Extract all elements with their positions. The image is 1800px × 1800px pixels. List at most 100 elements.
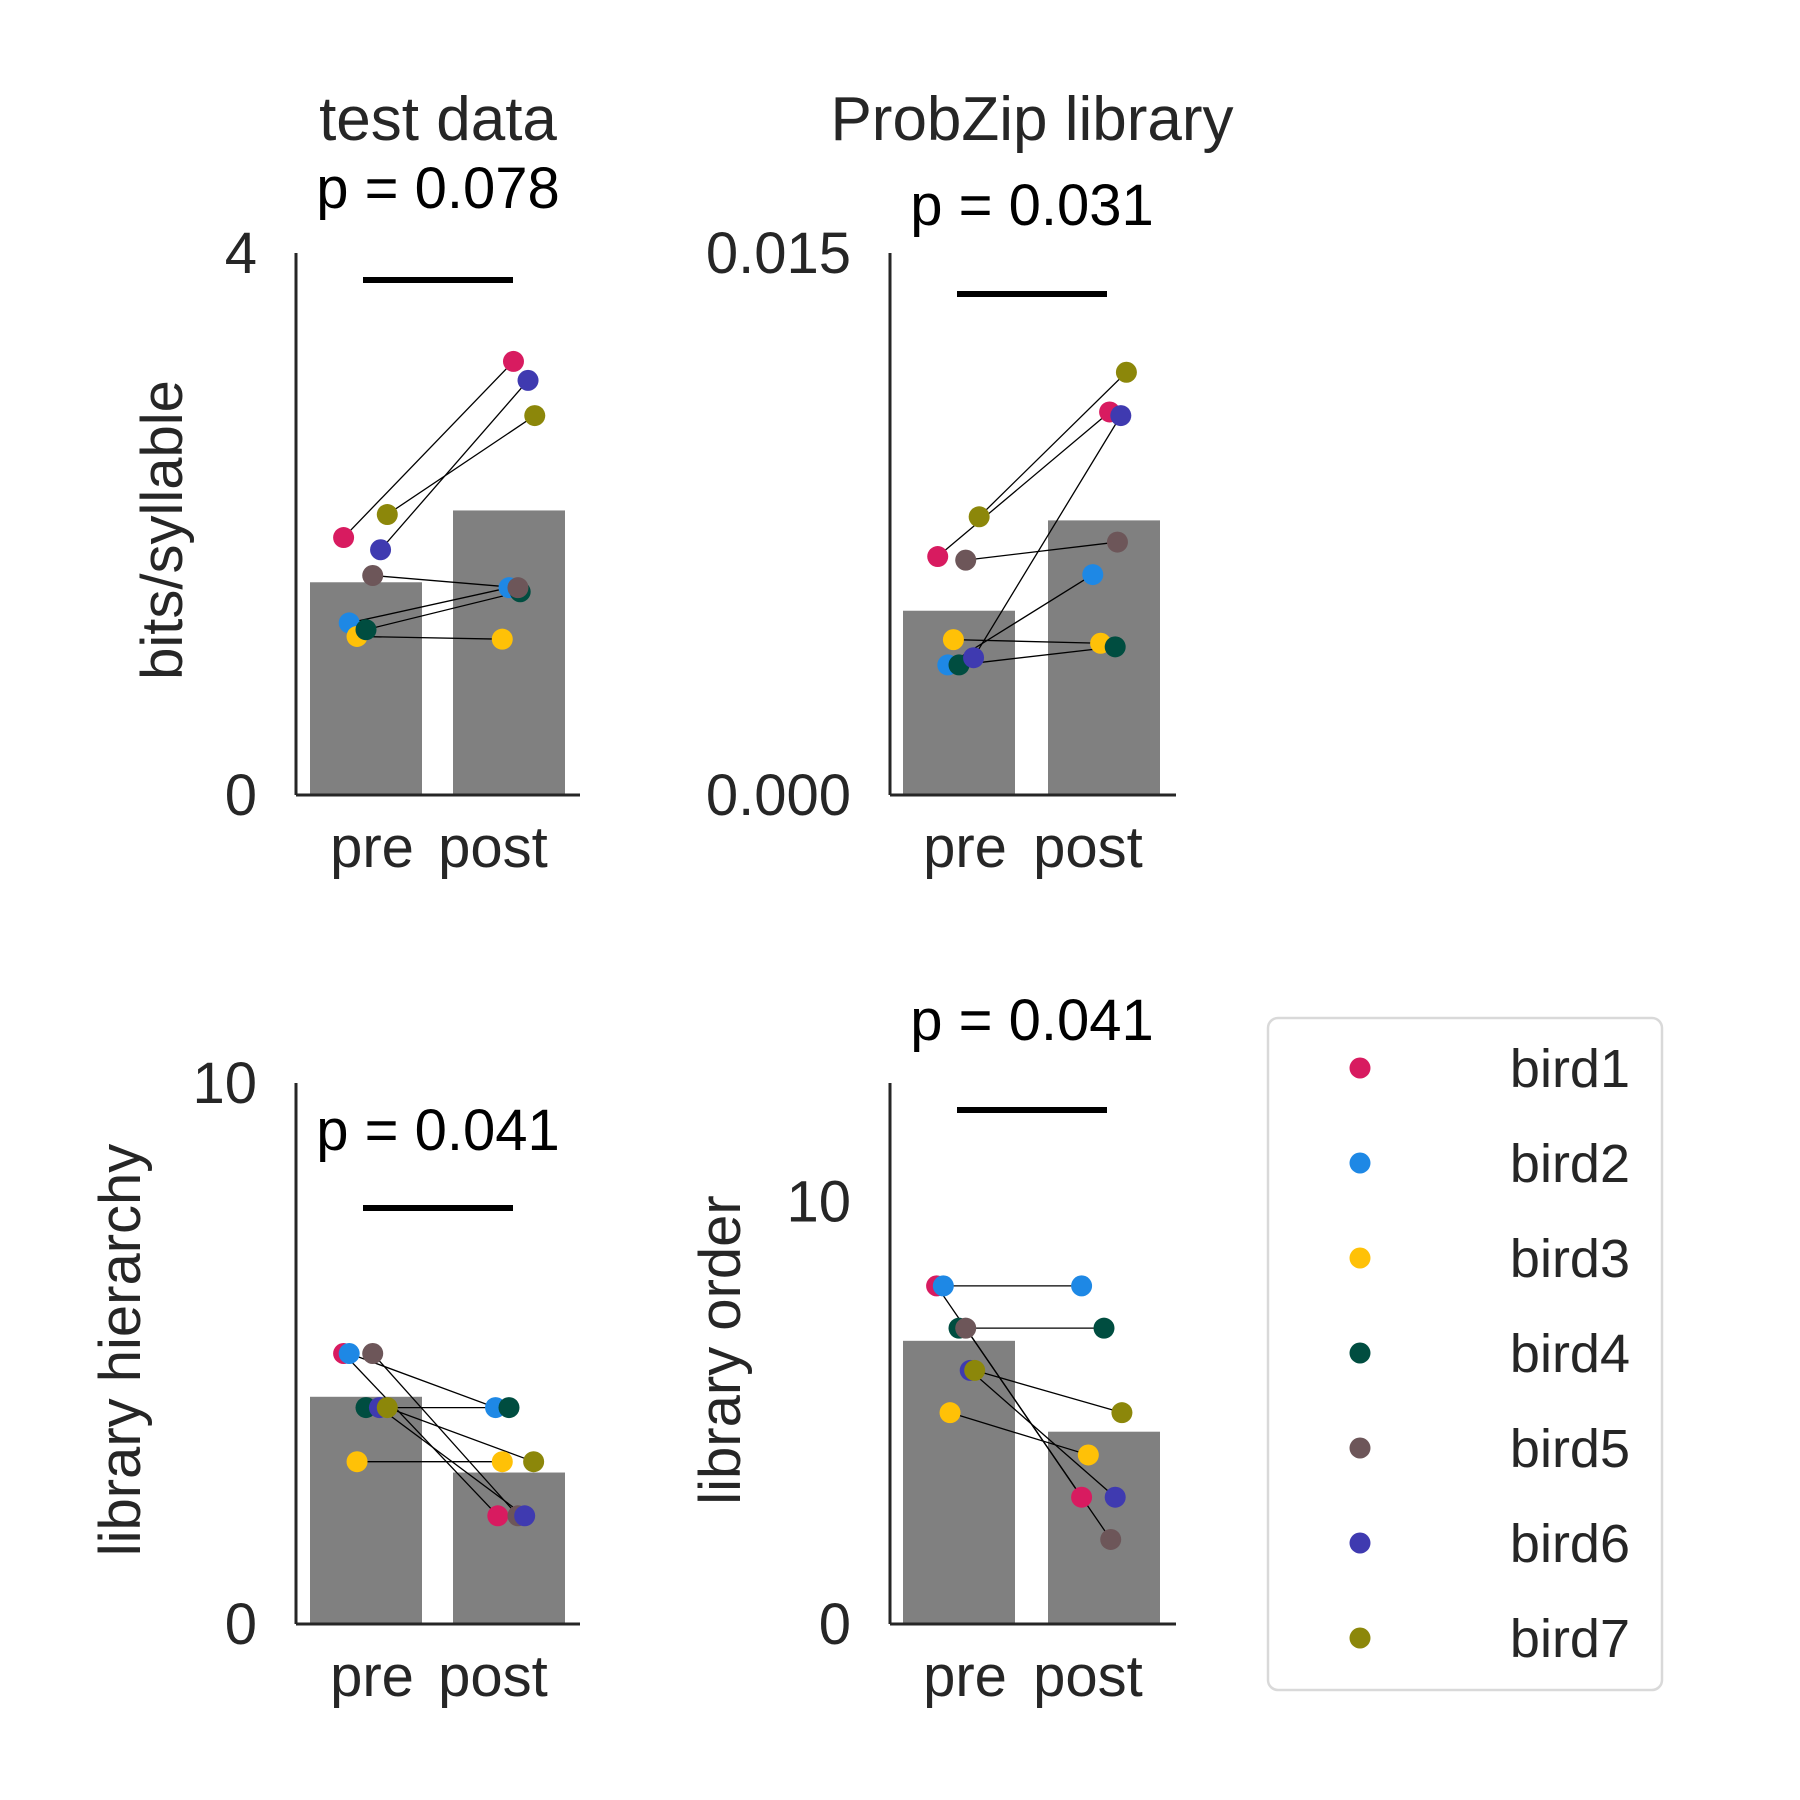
point-bird5-pre [362,1343,384,1364]
legend-marker-bird7 [1349,1627,1371,1649]
x-tick-label-pre: pre [330,815,414,880]
bar-pre [310,1396,422,1624]
point-bird5-pre [955,1317,977,1339]
point-bird4-post [498,1397,520,1419]
point-bird7-pre [968,506,990,528]
y-tick-label: 4 [225,221,257,286]
x-tick-label-post: post [1033,815,1143,880]
point-bird5-post [1106,531,1128,553]
bar-post [453,1472,565,1624]
point-bird3-post [1077,1444,1099,1466]
pair-line-bird6 [380,379,529,551]
point-bird1-post [487,1505,509,1527]
legend-marker-bird3 [1349,1247,1371,1269]
point-bird7-post [524,405,546,427]
y-tick-label: 0.015 [706,221,851,286]
point-bird7-pre [376,1397,398,1419]
pair-line-bird4 [365,591,521,631]
y-tick-label: 10 [786,1169,851,1234]
pair-line-bird7 [387,1406,534,1463]
point-bird3-pre [942,629,964,651]
bar-post [453,510,565,795]
point-bird6-pre [963,647,985,669]
p-value-annotation: p = 0.041 [316,1098,560,1163]
legend-marker-bird1 [1349,1057,1371,1079]
pair-line-bird5 [372,1353,519,1517]
point-bird7-post [1111,1402,1133,1424]
point-bird6-pre [370,539,392,561]
legend-label-bird3: bird3 [1510,1229,1630,1289]
y-tick-label: 0 [819,1592,851,1657]
point-bird3-post [491,1451,513,1473]
point-bird3-post [491,628,513,650]
legend-label-bird5: bird5 [1510,1419,1630,1479]
legend-marker-bird2 [1349,1152,1371,1174]
pair-line-bird3 [953,638,1101,644]
bar-post [1048,1431,1160,1624]
pair-line-bird3 [949,1412,1089,1456]
point-bird4-post [1104,636,1126,658]
p-value-annotation: p = 0.041 [910,988,1154,1053]
y-axis-label: library hierarchy [88,1144,153,1557]
point-bird6-post [1104,1486,1126,1508]
pair-line-bird6 [379,1407,526,1517]
x-tick-label-post: post [1033,1644,1143,1709]
pair-line-bird1 [937,411,1111,558]
point-bird7-pre [376,504,398,526]
point-bird4-post [1093,1317,1115,1339]
legend-label-bird2: bird2 [1510,1134,1630,1194]
legend-box [1266,1016,1664,1692]
bar-pre [310,582,422,795]
point-bird4-pre [355,619,377,641]
point-bird3-pre [939,1402,961,1424]
point-bird1-pre [333,527,355,549]
x-tick-label-pre: pre [923,815,1007,880]
x-tick-label-pre: pre [923,1644,1007,1709]
y-axis-label: library order [688,1195,753,1504]
legend-label-bird1: bird1 [1510,1039,1630,1099]
y-tick-label: 0 [225,763,257,828]
point-bird1-post [1071,1486,1093,1508]
bar-pre [903,1340,1015,1624]
point-bird5-pre [362,564,384,586]
y-tick-label: 0 [225,1592,257,1657]
panel-title: ProbZip library [830,85,1233,154]
y-axis-label: bits/syllable [130,380,195,680]
y-tick-label: 10 [192,1051,257,1116]
point-bird1-post [502,350,524,372]
point-bird7-post [1115,361,1137,383]
pair-line-bird4 [958,646,1116,666]
pair-line-bird1 [343,360,514,539]
x-tick-label-pre: pre [330,1644,414,1709]
point-bird6-post [517,369,539,391]
legend-marker-bird4 [1349,1342,1371,1364]
point-bird3-pre [346,1451,368,1473]
point-bird2-pre [932,1275,954,1297]
legend-marker-bird6 [1349,1532,1371,1554]
bar-post [1048,520,1160,795]
point-bird7-post [523,1451,545,1473]
point-bird5-post [507,577,529,599]
point-bird6-post [514,1505,536,1527]
pair-line-bird5 [965,541,1118,561]
legend-label-bird6: bird6 [1510,1514,1630,1574]
x-tick-label-post: post [438,815,548,880]
p-value-annotation: p = 0.078 [316,156,560,221]
pair-line-bird6 [973,415,1122,659]
pair-line-bird7 [978,371,1127,518]
point-bird2-pre [338,1343,360,1364]
point-bird5-pre [955,549,977,571]
panel-title: test data [319,85,557,154]
point-bird6-post [1110,405,1132,427]
point-bird5-post [1100,1528,1122,1550]
pair-line-bird3 [357,635,503,640]
point-bird2-post [1071,1275,1093,1297]
point-bird7-pre [964,1359,986,1381]
pair-line-bird5 [372,574,519,589]
pair-line-bird2 [349,587,510,624]
pair-line-bird1 [343,1353,499,1517]
point-bird1-pre [927,546,949,568]
legend-label-bird7: bird7 [1510,1609,1630,1669]
p-value-annotation: p = 0.031 [910,173,1154,238]
